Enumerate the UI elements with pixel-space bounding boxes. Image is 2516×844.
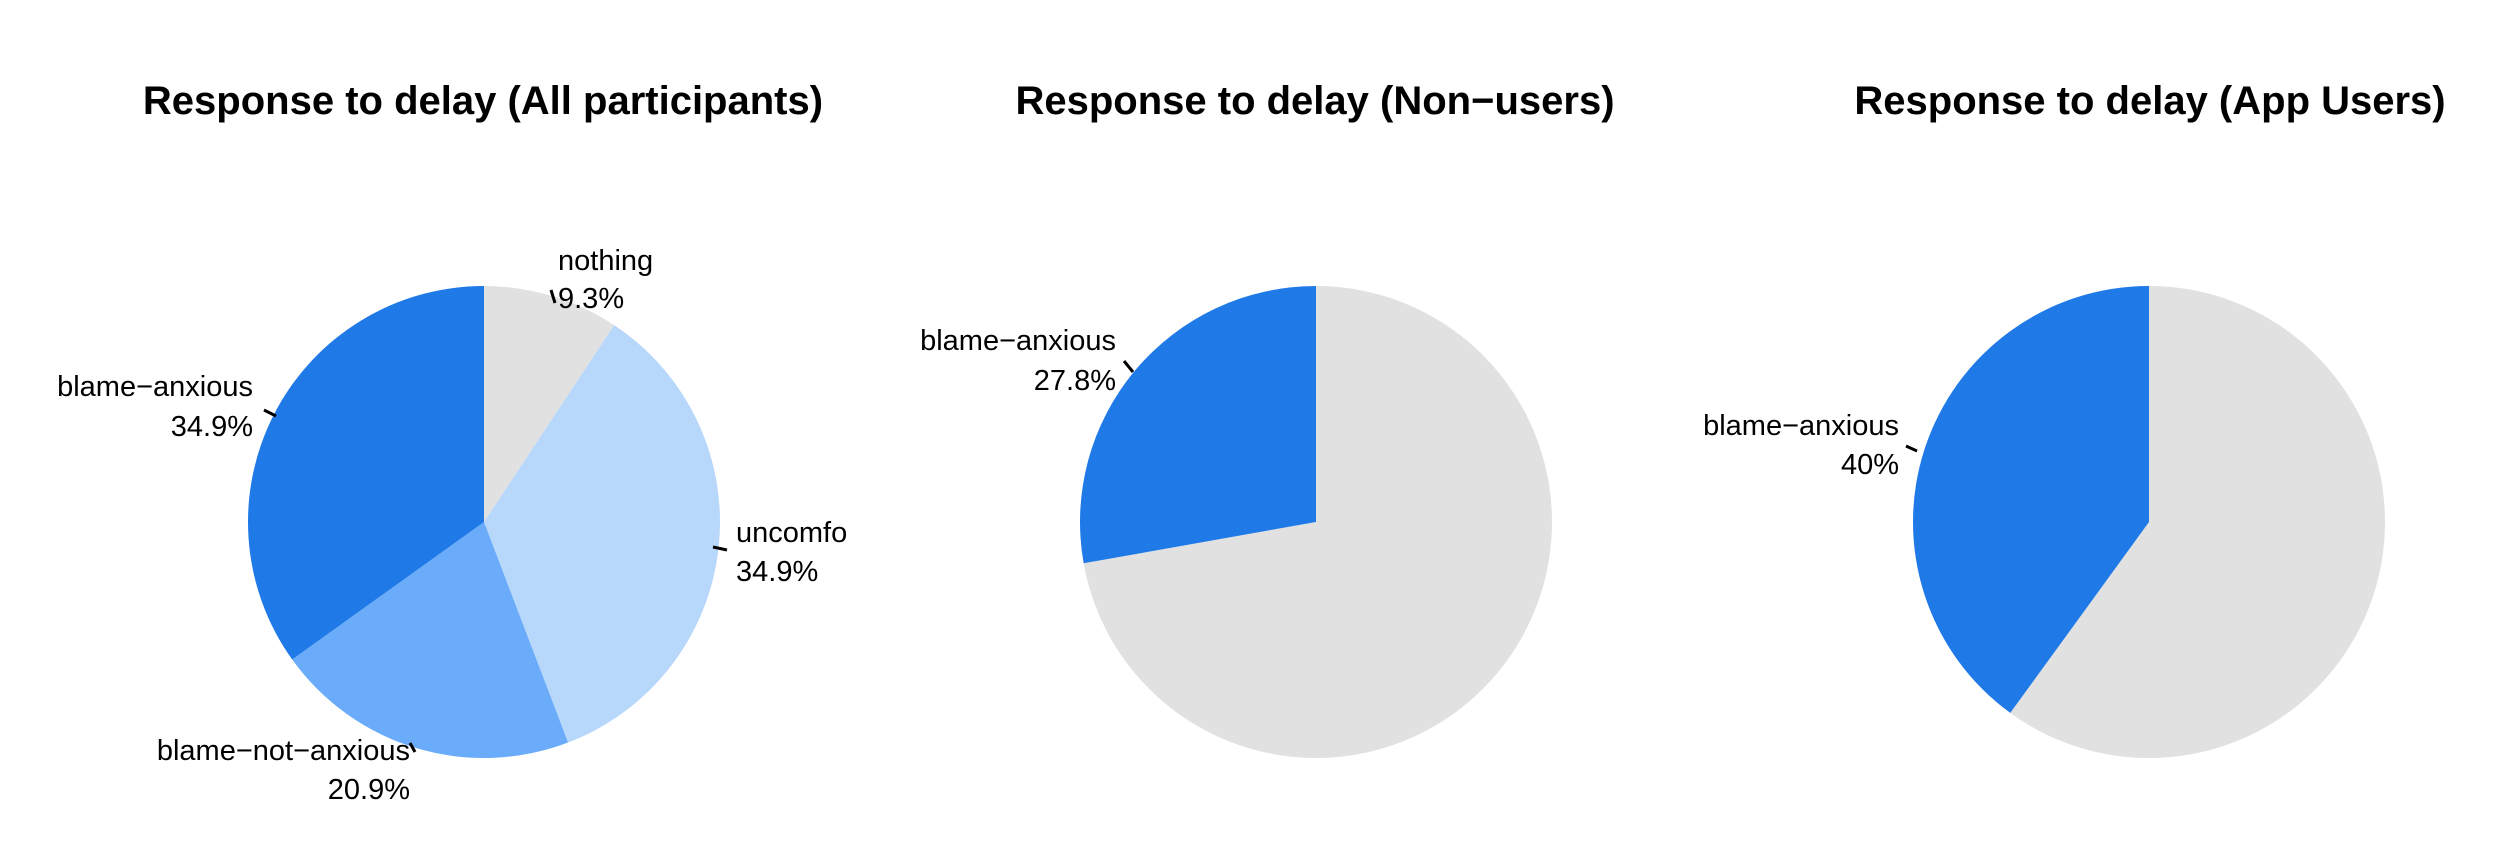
slice-percent-blame_anxious: 34.9% <box>171 411 253 443</box>
pie-slice-blame_anxious <box>1913 286 2149 713</box>
pie-slice-other <box>2010 286 2385 758</box>
slice-label-nothing: nothing <box>558 245 653 277</box>
slice-label-uncomfortable: uncomfo <box>736 517 847 549</box>
chart-panel-app-users: Response to delay (App Users) blame−anxi… <box>1703 79 2446 758</box>
label-leader-blame_anxious <box>263 408 277 418</box>
pie-slice-blame_anxious <box>247 286 484 660</box>
label-leader-blame_anxious <box>1122 360 1135 373</box>
pie-slice-nothing <box>484 286 615 522</box>
label-leader-blame_not_anxious <box>408 742 417 753</box>
slice-percent-blame_anxious: 27.8% <box>1034 365 1116 397</box>
pie-all-participants: nothing 9.3% uncomfo 34.9% blame−not−anxious… <box>57 245 847 806</box>
pie-app-users: blame−anxious 40% <box>1703 286 2385 758</box>
chart-panel-all-participants: Response to delay (All participants) not… <box>57 79 847 806</box>
pie-slice-blame_anxious <box>1080 286 1316 564</box>
slice-label-blame_anxious: blame−anxious <box>920 325 1116 357</box>
pie-non-users: blame−anxious 27.8% <box>920 286 1552 758</box>
slice-percent-blame_anxious: 40% <box>1841 449 1899 481</box>
slice-percent-nothing: 9.3% <box>558 283 624 315</box>
chart-title-all-participants: Response to delay (All participants) <box>143 79 823 123</box>
slice-label-blame_anxious: blame−anxious <box>57 371 253 403</box>
chart-title-non-users: Response to delay (Non−users) <box>1015 79 1614 123</box>
pie-slice-blame_not_anxious <box>292 522 569 758</box>
slice-label-blame_anxious: blame−anxious <box>1703 410 1899 442</box>
pie-slice-other <box>1083 286 1552 758</box>
slice-label-blame_not_anxious: blame−not−anxious <box>157 735 410 767</box>
chart-title-app-users: Response to delay (App Users) <box>1854 79 2445 123</box>
chart-panel-non-users: Response to delay (Non−users) blame−anxi… <box>920 79 1615 758</box>
label-leader-nothing <box>549 289 557 304</box>
label-leader-blame_anxious <box>1905 444 1918 453</box>
label-leader-uncomfortable <box>712 545 728 552</box>
pie-slice-uncomfortable <box>484 325 720 743</box>
slice-percent-blame_not_anxious: 20.9% <box>328 774 410 806</box>
slice-percent-uncomfortable: 34.9% <box>736 556 818 588</box>
